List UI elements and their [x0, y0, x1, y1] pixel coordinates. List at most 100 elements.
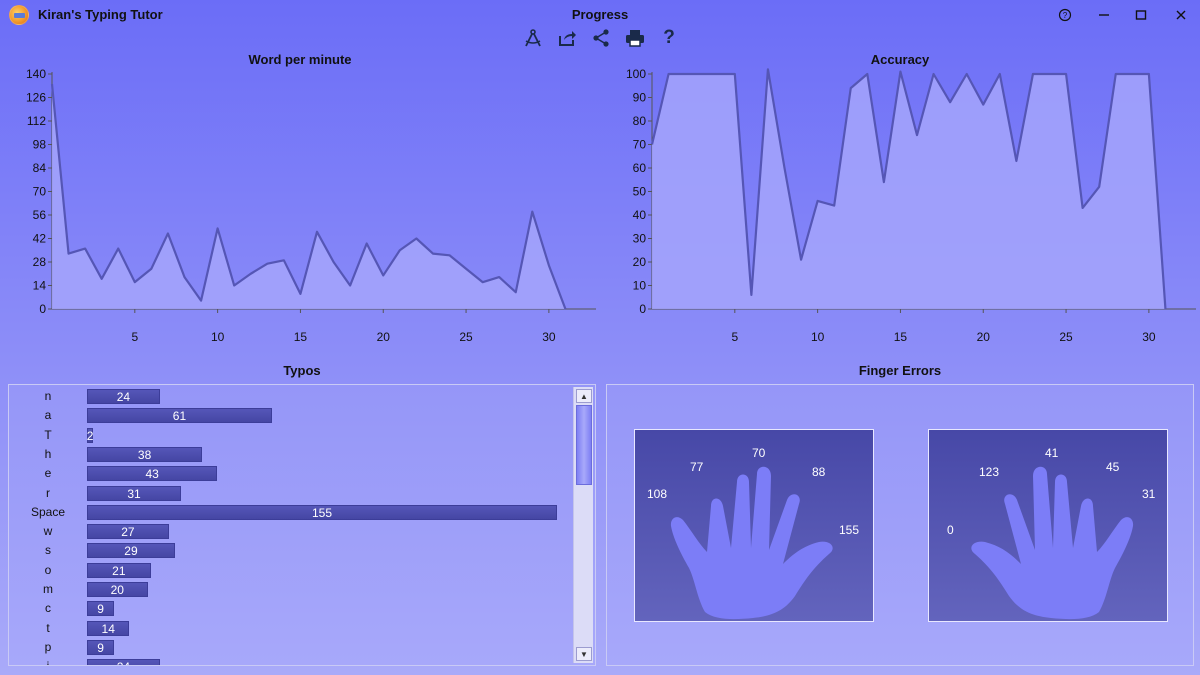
app-logo-icon	[9, 5, 29, 25]
typo-bar	[87, 466, 218, 482]
wpm-area	[52, 84, 566, 309]
accuracy-area	[652, 69, 1166, 309]
typo-key-label: n	[44, 389, 52, 403]
typo-count: 29	[124, 544, 138, 559]
accuracy-y-tick-label: 50	[633, 185, 647, 199]
print-icon	[626, 30, 644, 47]
typos-scrollbar[interactable]: ▲ ▼	[573, 387, 593, 663]
share-button[interactable]	[588, 26, 614, 50]
typo-row: r 31	[9, 484, 574, 503]
wpm-y-tick-label: 0	[39, 302, 46, 316]
scroll-up-button[interactable]: ▲	[576, 389, 592, 403]
right-hand-icon	[971, 466, 1134, 620]
scroll-thumb[interactable]	[576, 405, 592, 485]
accuracy-y-tick-label: 20	[633, 255, 647, 269]
typo-bar	[87, 543, 175, 559]
typo-key-label: e	[44, 466, 52, 481]
typo-key-label: o	[44, 562, 52, 577]
wpm-y-tick-label: 28	[33, 255, 47, 269]
typo-bar	[87, 389, 160, 404]
typo-bar	[87, 620, 130, 636]
export-button[interactable]	[554, 26, 580, 50]
typo-key-label: t	[46, 620, 50, 635]
typo-key-label: c	[45, 601, 51, 616]
close-icon	[1176, 10, 1186, 20]
right-thumb-errors: 0	[947, 523, 954, 537]
typo-count: 9	[97, 640, 104, 655]
typo-bar	[87, 408, 272, 424]
wpm-y-tick-label: 56	[33, 208, 47, 222]
accuracy-y-tick-label: 60	[633, 161, 647, 175]
maximize-icon	[1135, 10, 1147, 20]
typo-count: 21	[112, 563, 126, 578]
wpm-y-tick-label: 126	[26, 91, 46, 105]
title-bar: Kiran's Typing Tutor Progress ?	[0, 0, 1200, 30]
typo-count: 61	[172, 409, 187, 424]
typo-count: 155	[311, 505, 333, 520]
typo-key-label: p	[44, 639, 52, 654]
typo-row: w 27	[9, 522, 574, 541]
window-title: Progress	[571, 7, 629, 22]
typo-count: 31	[127, 486, 141, 501]
help-button[interactable]: ?	[656, 26, 682, 50]
compass-button[interactable]	[520, 26, 546, 50]
typo-row: e 43	[9, 464, 574, 483]
wpm-y-tick-label: 140	[26, 67, 46, 81]
wpm-x-tick-label: 15	[294, 330, 308, 344]
maximize-button[interactable]	[1124, 3, 1158, 27]
typo-key-label: Space	[30, 504, 66, 519]
left-ring-errors: 77	[690, 460, 704, 474]
export-icon	[559, 31, 576, 46]
left-thumb-errors: 155	[839, 523, 860, 537]
typo-count: 20	[110, 583, 124, 597]
wpm-x-tick-label: 5	[131, 330, 138, 344]
wpm-x-tick-label: 10	[211, 330, 225, 344]
typo-bar	[87, 601, 115, 617]
accuracy-y-tick-label: 80	[633, 114, 647, 128]
accuracy-x-tick-label: 30	[1142, 330, 1156, 344]
svg-text:?: ?	[1063, 11, 1068, 20]
typo-row: a 61	[9, 406, 574, 425]
accuracy-y-tick-label: 90	[633, 91, 647, 105]
accuracy-y-tick-label: 10	[633, 279, 647, 293]
finger-errors-panel: 108 77 70 88 155 0 123 41 45 31	[606, 384, 1194, 666]
wpm-x-tick-label: 30	[542, 330, 556, 344]
typo-key-label: m	[43, 582, 53, 596]
help-circle-icon[interactable]: ?	[1048, 3, 1082, 27]
typos-title: Typos	[283, 363, 321, 378]
typos-list[interactable]: n 24 a 61 T 2 h 38 e 43 r 31 Space 155 w 27 s 29 o 21 m 20 c 9 t…	[8, 384, 596, 666]
typo-count: 43	[145, 467, 159, 482]
accuracy-y-tick-label: 30	[633, 232, 647, 246]
typo-key-label: h	[44, 446, 52, 461]
right-middle-errors: 41	[1045, 446, 1059, 460]
finger-errors-title: Finger Errors	[858, 363, 942, 378]
typo-key-label: w	[43, 524, 53, 539]
typo-row: h 38	[9, 445, 574, 464]
typo-count: 24	[103, 660, 143, 665]
close-button[interactable]	[1164, 3, 1198, 27]
compass-icon	[525, 29, 541, 47]
minimize-button[interactable]	[1087, 3, 1121, 27]
help-icon: ?	[663, 27, 675, 48]
accuracy-x-tick-label: 5	[731, 330, 738, 344]
typo-bar	[87, 504, 557, 520]
wpm-y-tick-label: 98	[33, 138, 47, 152]
typo-count: 27	[121, 525, 135, 540]
wpm-y-tick-label: 84	[33, 161, 47, 175]
typo-row: m 20	[9, 580, 574, 599]
left-middle-errors: 70	[752, 446, 766, 460]
wpm-y-tick-label: 70	[33, 185, 47, 199]
wpm-y-tick-label: 112	[27, 114, 46, 128]
typo-row: Space 155	[9, 503, 574, 522]
typo-bar	[87, 446, 203, 462]
right-hand-box: 0 123 41 45 31	[928, 429, 1168, 622]
typo-row: i 24	[9, 657, 574, 665]
typo-bar	[87, 639, 115, 655]
print-button[interactable]	[622, 26, 648, 50]
scroll-down-button[interactable]: ▼	[576, 647, 592, 661]
accuracy-x-tick-label: 25	[1059, 330, 1073, 344]
